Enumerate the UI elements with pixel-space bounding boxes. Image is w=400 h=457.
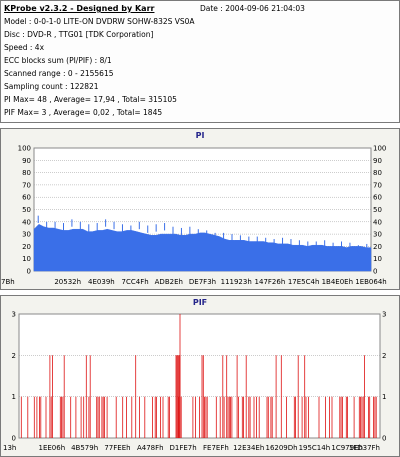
x-tick-label: ADB2Eh — [155, 278, 183, 286]
pi-stats: PI Max= 48 , Average= 17,94 , Total= 315… — [4, 95, 177, 104]
pif-chart-panel: PIF 3 3 2 2 1 1 0 0 13h 1EE06h 4B579h 77FEEh A478Fh D1… — [0, 295, 400, 457]
x-tick-label: 12E34Eh — [233, 444, 264, 452]
x-tick-label: 1EB064h — [355, 278, 386, 286]
x-tick-label: 1B4E0Eh — [322, 278, 353, 286]
x-tick-label: 1C979Eh — [331, 444, 363, 452]
x-tick-label: 7Bh — [1, 278, 15, 286]
y-tick-label-left: 40 — [22, 218, 31, 226]
x-tick-label: A478Fh — [137, 444, 164, 452]
drive-model: Model : 0-0-1-0 LITE-ON DVDRW SOHW-832S … — [4, 17, 195, 26]
y-tick-label-right: 20 — [373, 243, 382, 251]
y-tick-label-right: 50 — [373, 206, 382, 214]
scanned-range: Scanned range : 0 - 2155615 — [4, 69, 114, 78]
y-tick-label-right: 2 — [382, 352, 386, 360]
x-tick-label: 4B579h — [71, 444, 98, 452]
x-tick-label: DE7F3h — [189, 278, 216, 286]
x-tick-label: 13h — [3, 444, 16, 452]
y-tick-label-left: 90 — [22, 157, 31, 165]
sampling-count: Sampling count : 122821 — [4, 82, 99, 91]
ecc-sum: ECC blocks sum (PI/PIF) : 8/1 — [4, 56, 112, 65]
y-tick-label-right: 30 — [373, 231, 382, 239]
x-tick-label: 1FD37Fh — [349, 444, 380, 452]
y-tick-label-left: 30 — [22, 231, 31, 239]
x-tick-label: 195C14h — [299, 444, 331, 452]
y-tick-label-left: 0 — [12, 435, 16, 443]
y-tick-label-right: 70 — [373, 181, 382, 189]
y-tick-label-right: 80 — [373, 169, 382, 177]
y-tick-label-left: 80 — [22, 169, 31, 177]
y-tick-label-right: 1 — [382, 393, 386, 401]
y-tick-label-right: 0 — [382, 435, 386, 443]
x-tick-label: 1EE06h — [38, 444, 65, 452]
x-tick-label: 7CC4Fh — [122, 278, 149, 286]
speed-info: Speed : 4x — [4, 43, 45, 52]
y-tick-label-left: 100 — [18, 145, 31, 153]
disc-info: Disc : DVD-R , TTG01 [TDK Corporation] — [4, 30, 154, 39]
y-tick-label-right: 3 — [382, 311, 386, 319]
x-tick-label: 147F26h — [255, 278, 286, 286]
x-tick-label: 16209Dh — [265, 444, 297, 452]
x-tick-label: 77FEEh — [104, 444, 130, 452]
y-tick-label-left: 3 — [12, 311, 16, 319]
pif-stats: PIF Max= 3 , Average= 0,02 , Total= 1845 — [4, 108, 163, 117]
y-tick-label-left: 70 — [22, 181, 31, 189]
y-tick-label-left: 20 — [22, 243, 31, 251]
y-tick-label-left: 1 — [12, 393, 16, 401]
y-tick-label-right: 60 — [373, 194, 382, 202]
x-tick-label: D1FE7h — [169, 444, 196, 452]
pi-area-series — [33, 223, 372, 272]
x-tick-label: FE7EFh — [203, 444, 229, 452]
x-tick-label: 4E039h — [88, 278, 115, 286]
scan-date: Date : 2004-09-06 21:04:03 — [200, 4, 305, 13]
y-tick-label-left: 2 — [12, 352, 16, 360]
pi-chart-panel: PI 100 100 90 90 80 80 70 70 60 60 50 50 40 40 30 30 20 20… — [0, 128, 400, 290]
info-panel: KProbe v2.3.2 - Designed by Karr Date : … — [0, 0, 400, 123]
y-tick-label-left: 60 — [22, 194, 31, 202]
y-tick-label-right: 90 — [373, 157, 382, 165]
y-tick-label-right: 0 — [373, 268, 377, 276]
y-tick-label-right: 40 — [373, 218, 382, 226]
x-tick-label: 20532h — [54, 278, 81, 286]
y-tick-label-left: 50 — [22, 206, 31, 214]
app-title: KProbe v2.3.2 - Designed by Karr — [4, 4, 155, 13]
y-tick-label-left: 10 — [22, 255, 31, 263]
x-tick-label: 111923h — [221, 278, 252, 286]
pi-chart-title: PI — [196, 131, 205, 140]
y-tick-label-right: 100 — [373, 145, 386, 153]
y-tick-label-left: 0 — [27, 268, 31, 276]
x-tick-label: 17E5C4h — [288, 278, 320, 286]
y-tick-label-right: 10 — [373, 255, 382, 263]
pif-chart-title: PIF — [193, 298, 207, 307]
